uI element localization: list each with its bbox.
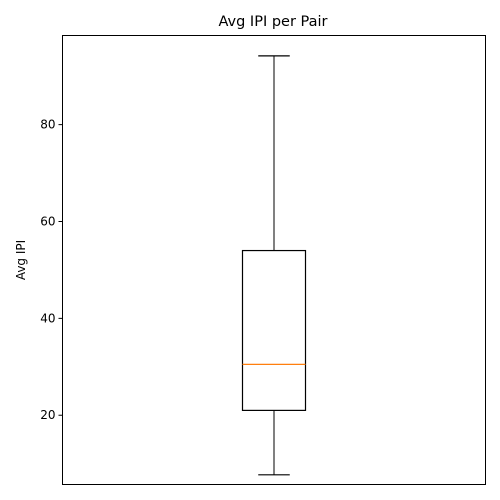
box-group <box>241 55 307 476</box>
y-tick-label-20: 20 <box>40 408 55 422</box>
y-tick-label-60: 60 <box>40 214 55 228</box>
chart-title: Avg IPI per Pair <box>218 14 327 30</box>
iqr-box <box>241 249 307 411</box>
y-tick-label-40: 40 <box>40 311 55 325</box>
axes-frame <box>62 35 486 485</box>
y-axis-ticks: 20 40 60 80 <box>40 118 63 422</box>
y-axis-label: Avg IPI <box>14 240 28 280</box>
y-tick-label-80: 80 <box>40 118 55 132</box>
